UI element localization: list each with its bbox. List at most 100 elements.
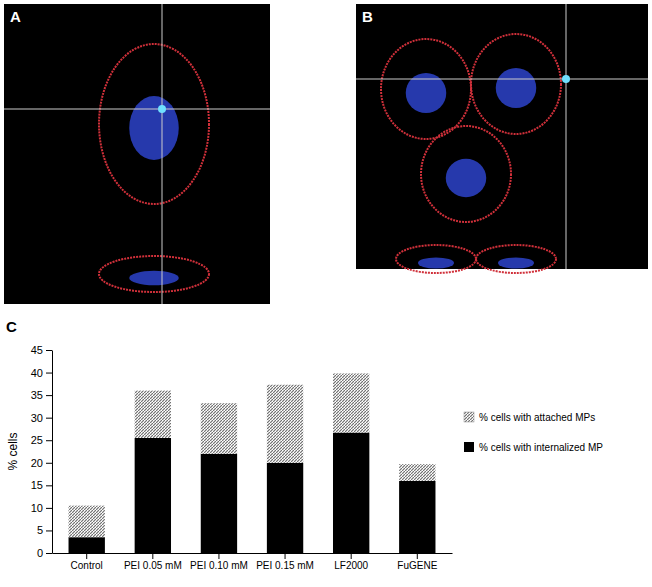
panel-label: A: [10, 8, 21, 25]
y-tick: 5: [37, 524, 52, 536]
cell-nucleus: [129, 96, 179, 160]
legend-item: % cells with internalized MP: [464, 442, 603, 453]
tick-label: 45: [31, 344, 43, 356]
cell-membrane: [99, 44, 209, 204]
tick-mark: [351, 553, 352, 559]
image-background: [356, 4, 648, 269]
crosshair: [4, 109, 270, 110]
x-tick: PEI 0.15 mM: [256, 553, 314, 571]
tick-label: LF2000: [334, 560, 368, 571]
y-tick: 30: [31, 412, 52, 424]
tick-mark: [46, 395, 52, 396]
tick-mark: [152, 553, 153, 559]
axis-title: % cells: [6, 432, 20, 470]
tick-mark: [46, 463, 52, 464]
legend: % cells with attached MPs % cells with in…: [464, 412, 603, 453]
legend-label: % cells with attached MPs: [479, 412, 595, 423]
tick-label: PEI 0.10 mM: [190, 560, 248, 571]
tick-label: 30: [31, 412, 43, 424]
y-tick: 45: [31, 344, 52, 356]
tick-label: PEI 0.05 mM: [124, 560, 182, 571]
legend-label: % cells with internalized MP: [479, 442, 603, 453]
cell-membrane: [99, 256, 209, 292]
tick-label: 0: [37, 547, 43, 559]
y-axis: 0 5 10 15 20 25 30 35 40 45: [31, 344, 53, 559]
tick-mark: [46, 508, 52, 509]
panel-label: C: [6, 318, 17, 335]
y-tick: 20: [31, 457, 52, 469]
tick-label: FuGENE: [397, 560, 437, 571]
tick-mark: [46, 440, 52, 441]
tick-label: 10: [31, 502, 43, 514]
tick-mark: [218, 553, 219, 559]
tick-mark: [46, 418, 52, 419]
x-tick: FuGENE: [397, 553, 437, 571]
x-axis: Control PEI 0.05 mM PEI 0.10 mM PEI 0.15 mM…: [53, 553, 453, 571]
tick-mark: [46, 373, 52, 374]
panel-label: B: [362, 8, 373, 25]
cell-membrane: [471, 34, 561, 134]
cell-membrane: [421, 126, 511, 222]
tick-mark: [46, 485, 52, 486]
tick-mark: [417, 553, 418, 559]
bar-segment: [267, 385, 303, 463]
tick-label: PEI 0.15 mM: [256, 560, 314, 571]
image-background: [4, 4, 270, 304]
cell-nucleus: [496, 68, 537, 108]
tick-label: 35: [31, 389, 43, 401]
bar-segment: [399, 464, 435, 481]
bar-segment: [69, 537, 105, 553]
legend-item: % cells with attached MPs: [464, 412, 595, 423]
cell-membrane: [476, 245, 556, 273]
tick-label: 15: [31, 479, 43, 491]
tick-mark: [285, 553, 286, 559]
bar-segment: [69, 506, 105, 538]
x-tick: PEI 0.05 mM: [124, 553, 182, 571]
bar-segment: [333, 433, 369, 553]
tick-label: Control: [71, 560, 103, 571]
x-tick: PEI 0.10 mM: [190, 553, 248, 571]
y-tick: 25: [31, 434, 52, 446]
y-tick: 35: [31, 389, 52, 401]
axis-line: [53, 553, 453, 554]
figure: A B C 0 5 10 15 20 25 30 35 40 45 Control PEI 0.05 mM P…: [0, 0, 652, 587]
legend-swatch: [464, 412, 474, 422]
tick-label: 5: [37, 524, 43, 536]
bar-segment: [399, 481, 435, 553]
bar-segment: [135, 391, 171, 438]
bar-segment: [201, 454, 237, 553]
bar-segment: [201, 403, 237, 454]
legend-swatch: [464, 442, 474, 452]
tick-label: 20: [31, 457, 43, 469]
microparticle: [562, 75, 570, 83]
image-panel: B: [356, 4, 648, 273]
crosshair: [356, 79, 648, 80]
image-panel: A: [4, 4, 270, 304]
crosshair: [566, 4, 567, 269]
bar-segment: [135, 438, 171, 553]
tick-mark: [86, 553, 87, 559]
x-tick: Control: [71, 553, 103, 571]
y-tick: 40: [31, 367, 52, 379]
cell-nucleus: [129, 271, 179, 285]
y-tick: 0: [37, 547, 52, 559]
cell-membrane: [381, 39, 471, 139]
axis-line: [52, 351, 53, 554]
crosshair: [162, 4, 163, 304]
bar-segment: [267, 463, 303, 553]
bar-segment: [333, 373, 369, 432]
cell-nucleus: [418, 257, 454, 268]
tick-mark: [46, 553, 52, 554]
tick-label: 25: [31, 434, 43, 446]
tick-mark: [46, 350, 52, 351]
y-tick: 15: [31, 479, 52, 491]
cell-nucleus: [446, 159, 487, 197]
bars: [69, 373, 436, 553]
cell-membrane: [396, 245, 476, 273]
tick-label: 40: [31, 367, 43, 379]
tick-mark: [46, 530, 52, 531]
x-tick: LF2000: [334, 553, 368, 571]
y-tick: 10: [31, 502, 52, 514]
microparticle: [158, 105, 166, 113]
cell-nucleus: [498, 257, 534, 268]
